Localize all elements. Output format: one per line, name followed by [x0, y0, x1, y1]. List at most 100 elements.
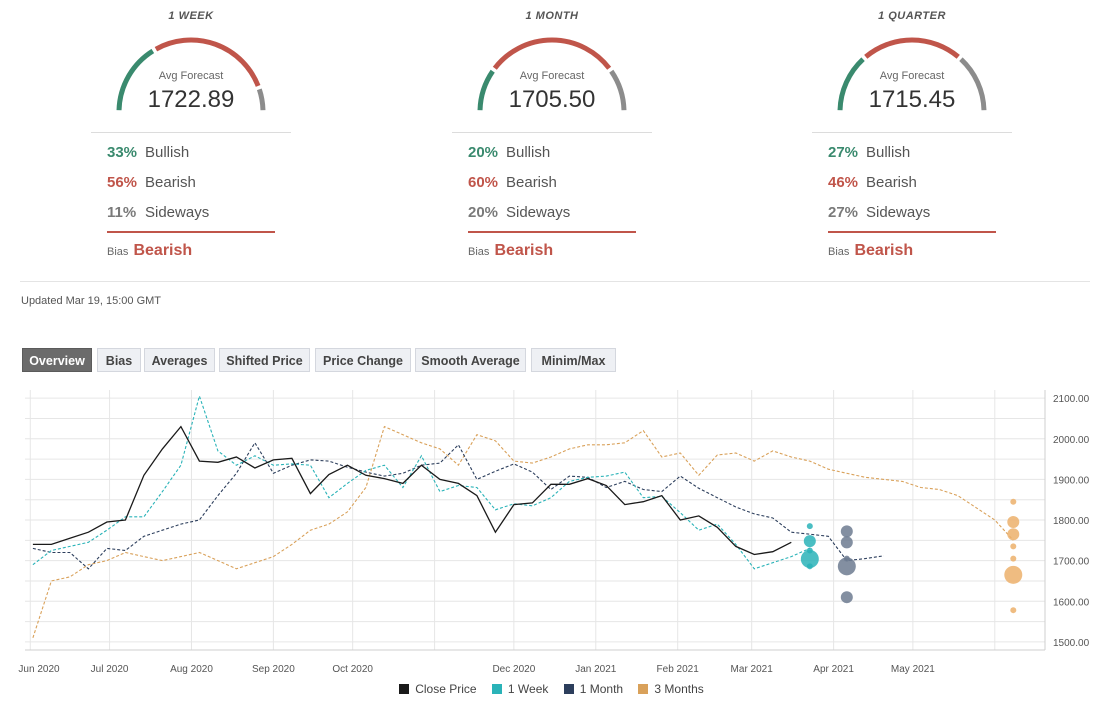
- bullish-stat: 27% Bullish: [828, 144, 910, 161]
- sideways-stat: 11% Sideways: [107, 204, 209, 221]
- forecast-point[interactable]: [1007, 516, 1020, 529]
- x-tick-label: Dec 2020: [492, 664, 535, 675]
- tab-smooth-average[interactable]: Smooth Average: [415, 348, 526, 372]
- sideways-label: Sideways: [866, 204, 931, 221]
- bearish-pct: 56%: [107, 174, 138, 191]
- bias-value: Bearish: [854, 242, 914, 259]
- gauge-sideways-arc: [959, 57, 987, 111]
- gauge-bearish-arc: [492, 37, 612, 70]
- bullish-pct: 20%: [468, 144, 499, 161]
- forecast-point[interactable]: [1010, 555, 1017, 562]
- section-divider: [20, 281, 1090, 282]
- gauge-bullish-arc: [477, 69, 495, 111]
- bearish-stat: 46% Bearish: [828, 174, 917, 191]
- avg-forecast-value: 1722.89: [147, 86, 235, 113]
- divider: [452, 132, 652, 133]
- bullish-label: Bullish: [145, 144, 190, 161]
- y-tick-label: 1900.00: [1053, 475, 1090, 486]
- forecast-point[interactable]: [1010, 543, 1017, 550]
- tab-shifted-price[interactable]: Shifted Price: [219, 348, 310, 372]
- sideways-pct: 20%: [468, 204, 499, 221]
- chart-legend: Close Price 1 Week 1 Month 3 Months: [0, 682, 1103, 696]
- x-tick-label: Jul 2020: [91, 664, 129, 675]
- y-tick-label: 1700.00: [1053, 557, 1090, 568]
- y-tick-label: 1800.00: [1053, 516, 1090, 527]
- tab-averages[interactable]: Averages: [144, 348, 215, 372]
- bullish-stat: 33% Bullish: [107, 144, 189, 161]
- bias: Bias Bearish: [468, 242, 553, 260]
- sideways-label: Sideways: [145, 204, 210, 221]
- forecast-point[interactable]: [1004, 565, 1023, 584]
- panel-title: 1 MONTH: [525, 10, 579, 22]
- bullish-pct: 33%: [107, 144, 138, 161]
- sideways-label: Sideways: [506, 204, 571, 221]
- divider: [812, 132, 1012, 133]
- forecast-point[interactable]: [1007, 528, 1020, 541]
- forecast-points-1-week: [800, 523, 819, 570]
- y-tick-label: 1500.00: [1053, 638, 1090, 649]
- bias-line: [107, 231, 275, 233]
- divider: [91, 132, 291, 133]
- tab-overview[interactable]: Overview: [22, 348, 92, 372]
- gauge-bullish-arc: [837, 57, 865, 111]
- y-tick-label: 2000.00: [1053, 435, 1090, 446]
- legend-swatch: [638, 684, 649, 694]
- forecast-point[interactable]: [806, 563, 813, 570]
- series-line-3-months: [32, 425, 1014, 638]
- legend-1-week[interactable]: 1 Week: [491, 682, 549, 696]
- tab-price-change[interactable]: Price Change: [315, 348, 411, 372]
- bias-label: Bias: [107, 246, 129, 258]
- updated-timestamp: Updated Mar 19, 15:00 GMT: [21, 295, 162, 307]
- forecast-point[interactable]: [840, 591, 853, 604]
- y-tick-label: 1600.00: [1053, 597, 1090, 608]
- legend-label: Close Price: [415, 682, 477, 696]
- x-tick-label: Jun 2020: [18, 664, 60, 675]
- x-tick-label: Mar 2021: [731, 664, 774, 675]
- forecast-point[interactable]: [803, 535, 816, 548]
- gauge-bearish-arc: [154, 37, 261, 87]
- forecast-point[interactable]: [806, 523, 813, 530]
- legend-3-months[interactable]: 3 Months: [638, 682, 704, 696]
- forecast-point[interactable]: [800, 550, 819, 568]
- x-tick-label: Jan 2021: [575, 664, 617, 675]
- forecast-gauge: [837, 37, 987, 111]
- x-tick-label: Oct 2020: [332, 664, 373, 675]
- x-tick-label: May 2021: [891, 664, 935, 675]
- gauge-bearish-arc: [864, 37, 960, 59]
- bearish-label: Bearish: [145, 174, 196, 191]
- series-line-1-month: [32, 441, 884, 570]
- bearish-pct: 46%: [828, 174, 859, 191]
- bearish-label: Bearish: [866, 174, 917, 191]
- avg-forecast-label: Avg Forecast: [519, 70, 585, 82]
- bias-line: [468, 231, 636, 233]
- series-line-1-week: [32, 394, 811, 570]
- legend-1-month[interactable]: 1 Month: [563, 682, 624, 696]
- forecast-points-1-month: [837, 525, 856, 604]
- panel-title: 1 QUARTER: [878, 10, 946, 22]
- bullish-label: Bullish: [506, 144, 551, 161]
- x-tick-label: Apr 2021: [813, 664, 854, 675]
- tab-bias[interactable]: Bias: [97, 348, 141, 372]
- y-tick-label: 2100.00: [1053, 394, 1090, 405]
- legend-label: 1 Month: [579, 682, 624, 696]
- legend-close-price[interactable]: Close Price: [399, 682, 477, 696]
- gauge-bullish-arc: [116, 48, 155, 111]
- forecast-point[interactable]: [840, 536, 853, 549]
- legend-label: 1 Week: [507, 682, 549, 696]
- bias: Bias Bearish: [107, 242, 192, 260]
- bullish-label: Bullish: [866, 144, 911, 161]
- tab-minim-max[interactable]: Minim/Max: [531, 348, 616, 372]
- forecast-point[interactable]: [1010, 498, 1017, 505]
- bias-value: Bearish: [133, 242, 193, 259]
- forecast-point[interactable]: [840, 525, 853, 538]
- panel-title: 1 WEEK: [168, 10, 214, 22]
- forecast-points-3-months: [1004, 498, 1023, 614]
- bearish-pct: 60%: [468, 174, 499, 191]
- legend-label: 3 Months: [654, 682, 704, 696]
- sideways-pct: 11%: [107, 204, 137, 221]
- avg-forecast-label: Avg Forecast: [879, 70, 945, 82]
- avg-forecast-value: 1715.45: [868, 86, 956, 113]
- forecast-point[interactable]: [837, 557, 856, 576]
- legend-swatch: [491, 684, 502, 694]
- forecast-point[interactable]: [1010, 607, 1017, 614]
